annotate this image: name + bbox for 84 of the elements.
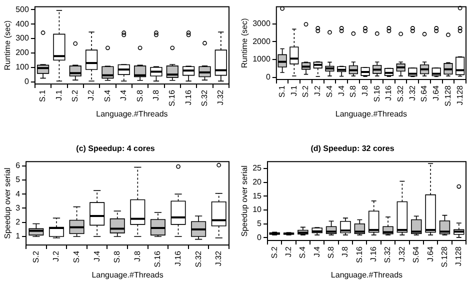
x-tick-label: S.8 (326, 246, 336, 259)
x-tick-label: J.2 (313, 84, 322, 96)
x-tick-label: J.64 (426, 246, 435, 262)
x-tick-label: J.2 (86, 89, 96, 101)
chart-title: (d) Speedup: 32 cores (310, 144, 395, 154)
y-tick-label: 10 (252, 205, 262, 214)
x-tick-label: S.16 (372, 84, 382, 102)
x-tick-label: J.32 (214, 250, 224, 266)
y-tick-label: 200 (16, 48, 30, 58)
x-tick-label: J.16 (369, 246, 378, 262)
x-tick-label: J.8 (340, 246, 350, 258)
x-tick-label: S.128 (440, 246, 449, 268)
y-tick-label: 2 (16, 218, 21, 227)
x-tick-label: J.8 (360, 84, 370, 96)
x-tick-label: S.8 (112, 250, 122, 263)
x-tick-label: S.4 (298, 246, 308, 259)
y-axis-title: Runtime (sec) (240, 18, 250, 68)
x-tick-label: J.8 (151, 89, 160, 101)
x-tick-label: S.4 (324, 84, 334, 98)
x-tick-label: S.32 (200, 89, 209, 106)
x-tick-label: J.4 (92, 250, 102, 262)
x-tick-label: J.4 (336, 84, 346, 96)
y-axis-title: Speedup over serial (240, 165, 250, 237)
x-tick-label: S.1 (38, 89, 48, 102)
x-axis-title: Language.#Threads (92, 270, 164, 280)
x-tick-label: S.8 (348, 84, 358, 98)
y-tick-label: 15 (252, 191, 262, 200)
x-tick-label: S.2 (31, 250, 40, 263)
x-tick-label: J.2 (52, 250, 61, 262)
x-tick-label: J.1 (54, 89, 64, 101)
x-tick-label: S.1 (278, 84, 287, 98)
x-tick-label: S.2 (70, 89, 80, 102)
x-tick-label: S.4 (72, 250, 81, 263)
y-tick-label: 20 (252, 178, 262, 187)
x-tick-label: J.1 (289, 84, 298, 96)
x-axis-title: Language.#Threads (96, 109, 168, 118)
x-tick-label: J.4 (119, 89, 128, 101)
x-tick-label: J.2 (284, 246, 293, 258)
x-tick-label: J.4 (312, 246, 322, 258)
x-tick-label: J.32 (408, 84, 417, 101)
y-tick-label: 100 (16, 62, 30, 72)
chart-title: (c) Speedup: 4 cores (76, 144, 156, 154)
x-tick-label: S.2 (270, 246, 279, 259)
y-tick-label: 400 (16, 19, 30, 28)
x-tick-label: S.8 (135, 89, 144, 102)
y-tick-label: 1000 (252, 54, 271, 64)
x-tick-label: J.128 (455, 84, 464, 106)
y-tick-label: 5 (257, 219, 262, 228)
x-tick-label: J.128 (454, 246, 464, 266)
x-tick-label: J.8 (132, 250, 142, 262)
y-tick-label: 2000 (252, 36, 271, 46)
y-axis-title: Speedup over serial (3, 167, 12, 239)
x-tick-label: S.16 (168, 89, 177, 106)
x-tick-label: J.64 (432, 84, 441, 101)
y-tick-label: 3000 (252, 18, 271, 28)
y-tick-label: 0 (257, 232, 262, 242)
y-tick-label: 1 (16, 232, 21, 241)
y-tick-label: 4 (16, 189, 21, 198)
y-tick-label: 3 (16, 203, 21, 212)
x-axis-title: Language.#Threads (330, 270, 403, 280)
x-axis-title: Language.#Threads (335, 109, 408, 118)
x-tick-label: S.2 (301, 84, 310, 98)
y-tick-label: 0 (24, 76, 30, 86)
y-axis-title: Runtime (sec) (3, 20, 12, 70)
x-tick-label: S.16 (153, 250, 162, 268)
x-tick-label: S.16 (354, 246, 364, 263)
y-tick-label: 6 (16, 161, 21, 170)
x-tick-label: S.4 (102, 89, 112, 102)
y-tick-label: 300 (16, 34, 30, 43)
x-tick-label: J.32 (397, 246, 406, 262)
y-tick-label: 0 (266, 72, 271, 82)
x-tick-label: S.64 (412, 246, 421, 263)
x-tick-label: S.32 (396, 84, 406, 102)
x-tick-label: S.32 (383, 246, 392, 263)
x-tick-label: J.32 (216, 89, 226, 106)
x-tick-label: J.16 (384, 84, 394, 101)
y-tick-label: 25 (252, 164, 262, 173)
x-tick-label: J.16 (184, 89, 193, 106)
x-tick-label: S.128 (443, 84, 452, 106)
y-tick-label: 500 (16, 4, 30, 14)
x-tick-label: S.32 (194, 250, 203, 268)
y-tick-label: 5 (16, 175, 21, 184)
x-tick-label: J.16 (173, 250, 182, 266)
x-tick-label: S.64 (420, 84, 429, 102)
